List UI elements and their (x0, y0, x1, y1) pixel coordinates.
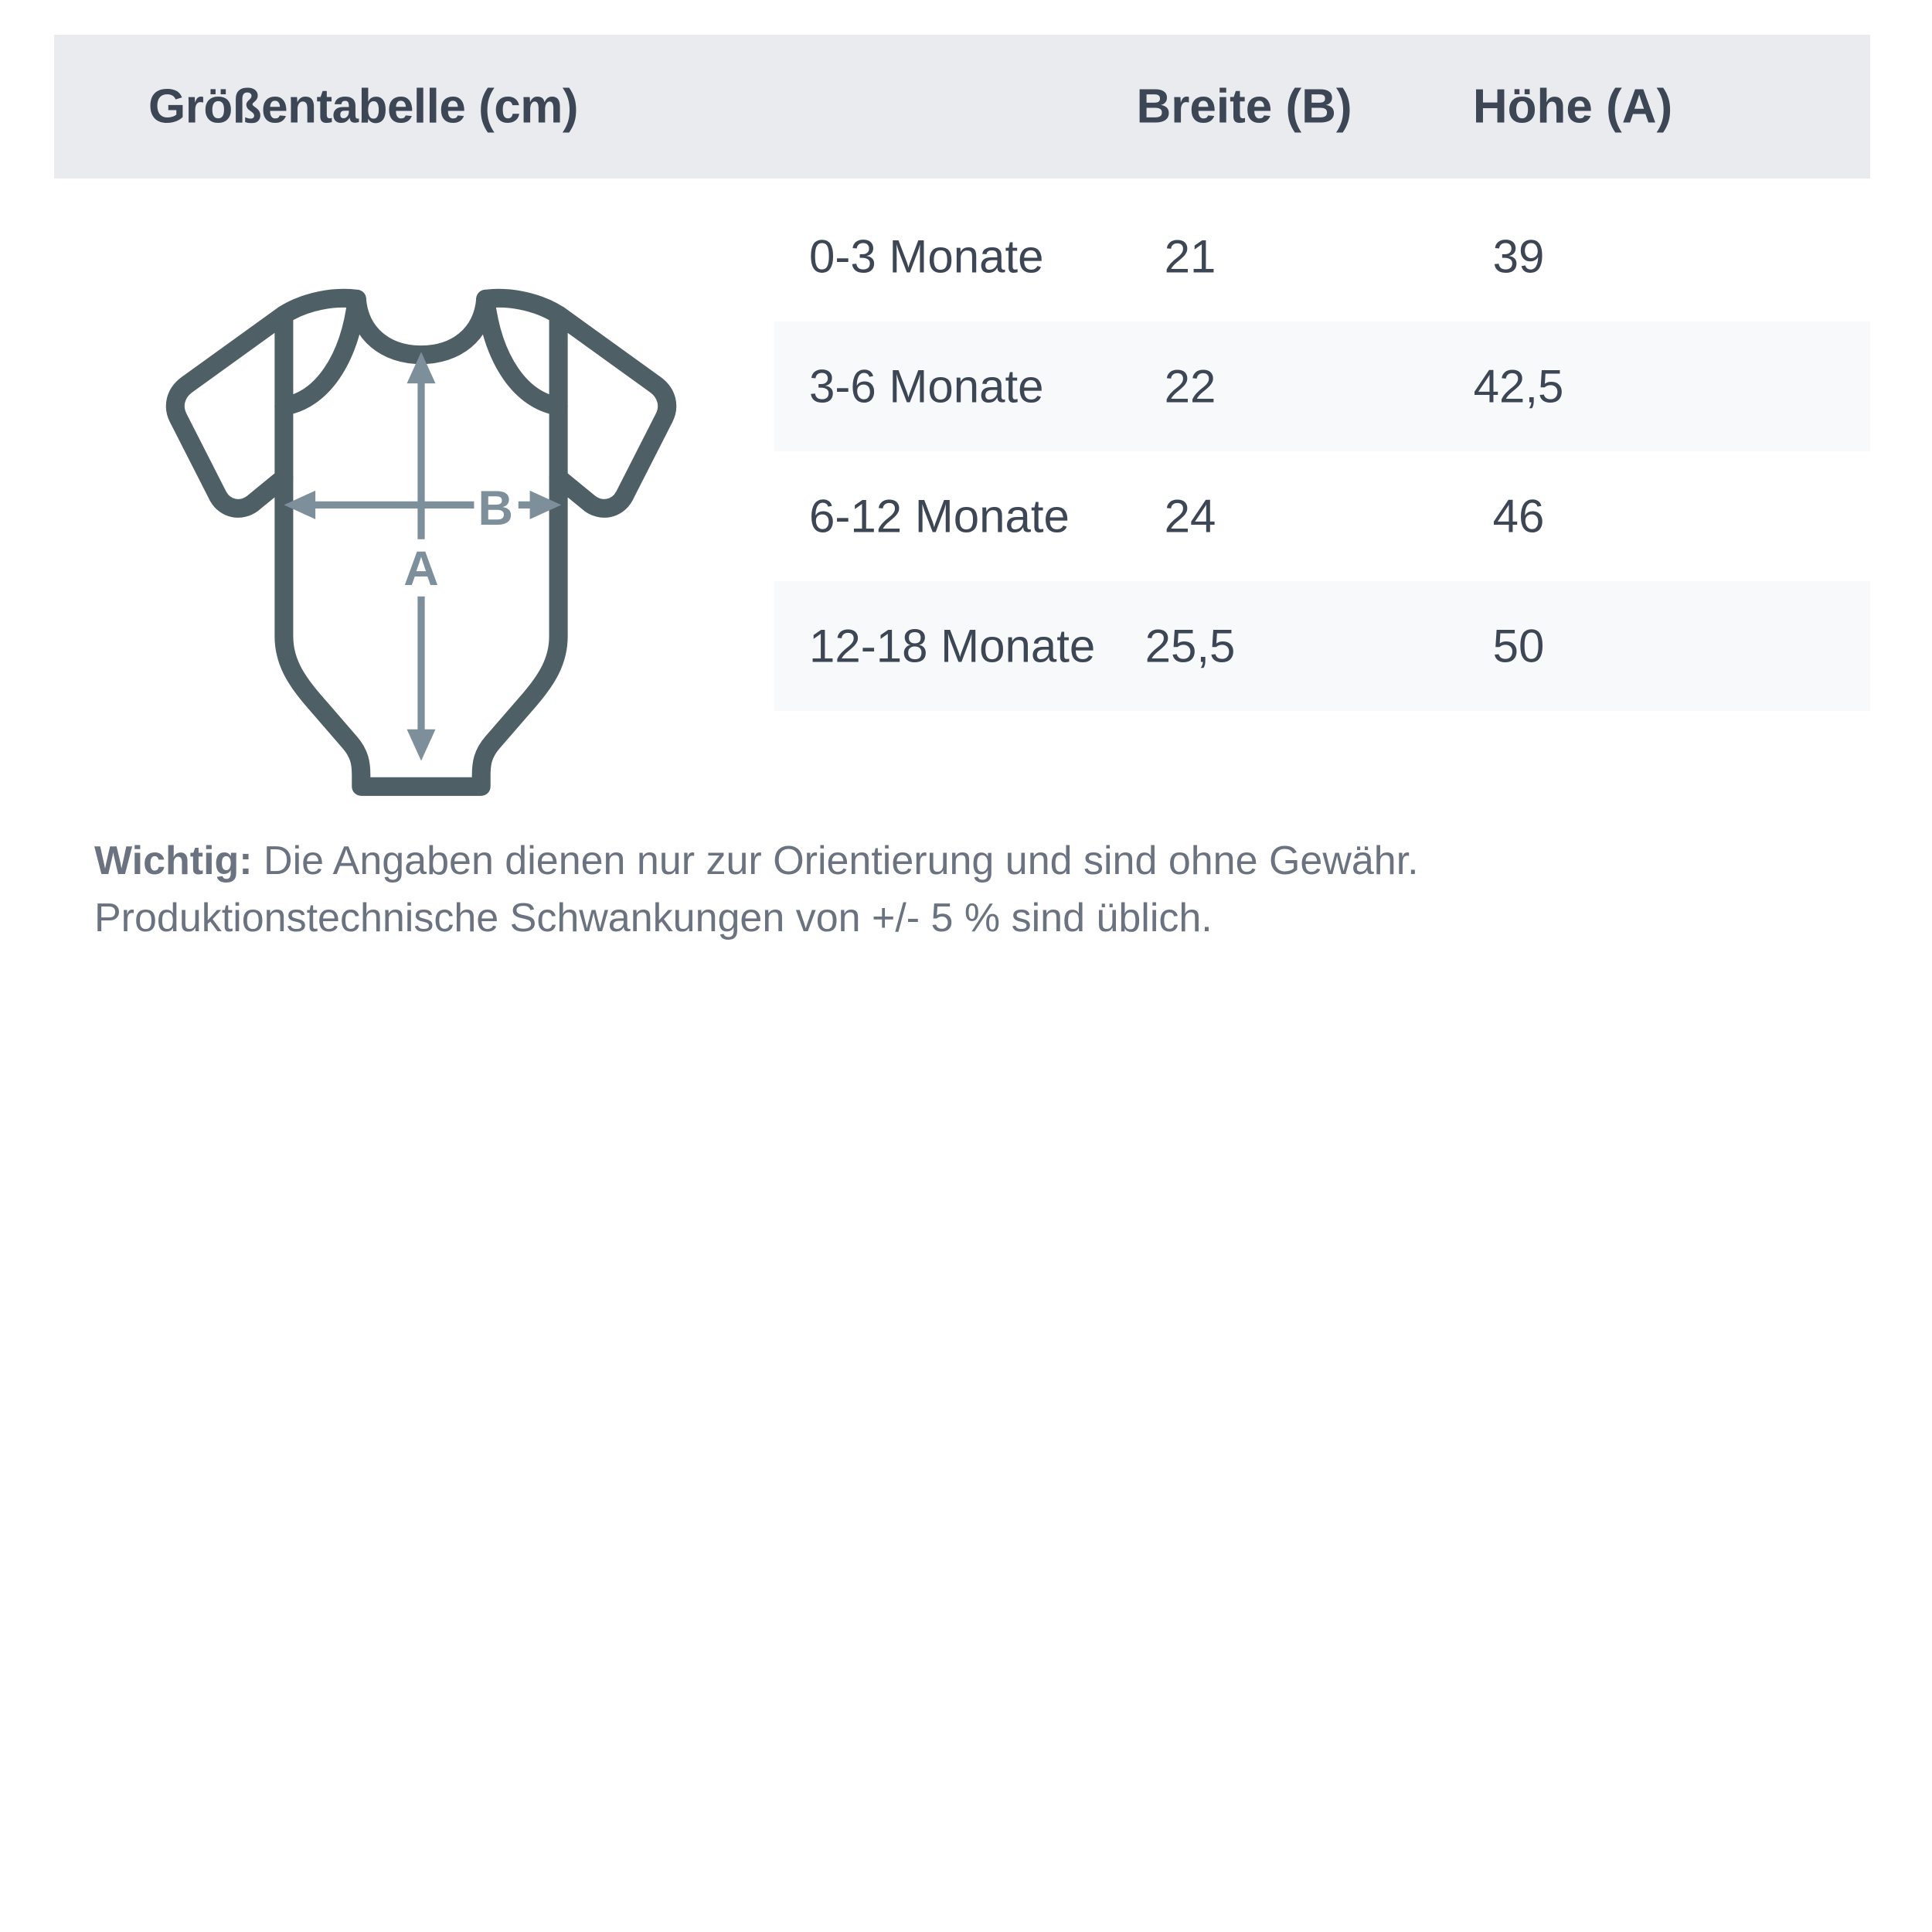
table-row: 6-12 Monate 24 46 (774, 451, 1870, 581)
width-arrowhead-right (529, 490, 562, 519)
cell-width: 21 (1164, 230, 1216, 283)
cell-height: 46 (1492, 490, 1545, 543)
bodysuit-icon: B A (165, 288, 677, 796)
cell-age: 3-6 Monate (809, 360, 1044, 413)
measurement-arrows (284, 352, 562, 761)
cell-age: 6-12 Monate (809, 490, 1070, 543)
cell-height: 42,5 (1473, 360, 1564, 413)
height-arrowhead-top (406, 352, 436, 384)
column-header-height: Höhe (A) (1472, 80, 1673, 134)
table-row: 12-18 Monate 25,5 50 (774, 581, 1870, 711)
page-title: Größentabelle (cm) (148, 80, 579, 134)
cell-width: 24 (1164, 490, 1216, 543)
cell-width: 25,5 (1145, 620, 1236, 672)
cell-age: 0-3 Monate (809, 230, 1044, 283)
width-label-b: B (478, 481, 512, 536)
table-header-band: Größentabelle (cm) Breite (B) Höhe (A) (54, 35, 1870, 179)
column-header-width: Breite (B) (1136, 80, 1352, 134)
cell-height: 39 (1492, 230, 1545, 283)
footnote-line-1-text: Die Angaben dienen nur zur Orientierung … (252, 838, 1419, 883)
cell-age: 12-18 Monate (809, 620, 1096, 672)
table-row: 3-6 Monate 22 42,5 (774, 321, 1870, 451)
cell-width: 22 (1164, 360, 1216, 413)
height-label-a: A (403, 542, 438, 596)
height-arrowhead-bottom (406, 729, 436, 761)
footnote: Wichtig: Die Angaben dienen nur zur Orie… (94, 833, 1872, 947)
bodysuit-diagram: B A (135, 232, 707, 804)
cell-height: 50 (1492, 620, 1545, 672)
footnote-label: Wichtig: (94, 838, 253, 883)
garment-outline (165, 288, 677, 796)
size-table: 0-3 Monate 21 39 3-6 Monate 22 42,5 6-12… (774, 192, 1870, 711)
width-arrowhead-left (284, 490, 316, 519)
table-row: 0-3 Monate 21 39 (774, 192, 1870, 321)
footnote-line-1: Wichtig: Die Angaben dienen nur zur Orie… (94, 833, 1872, 890)
footnote-line-2: Produktionstechnische Schwankungen von +… (94, 895, 1213, 940)
